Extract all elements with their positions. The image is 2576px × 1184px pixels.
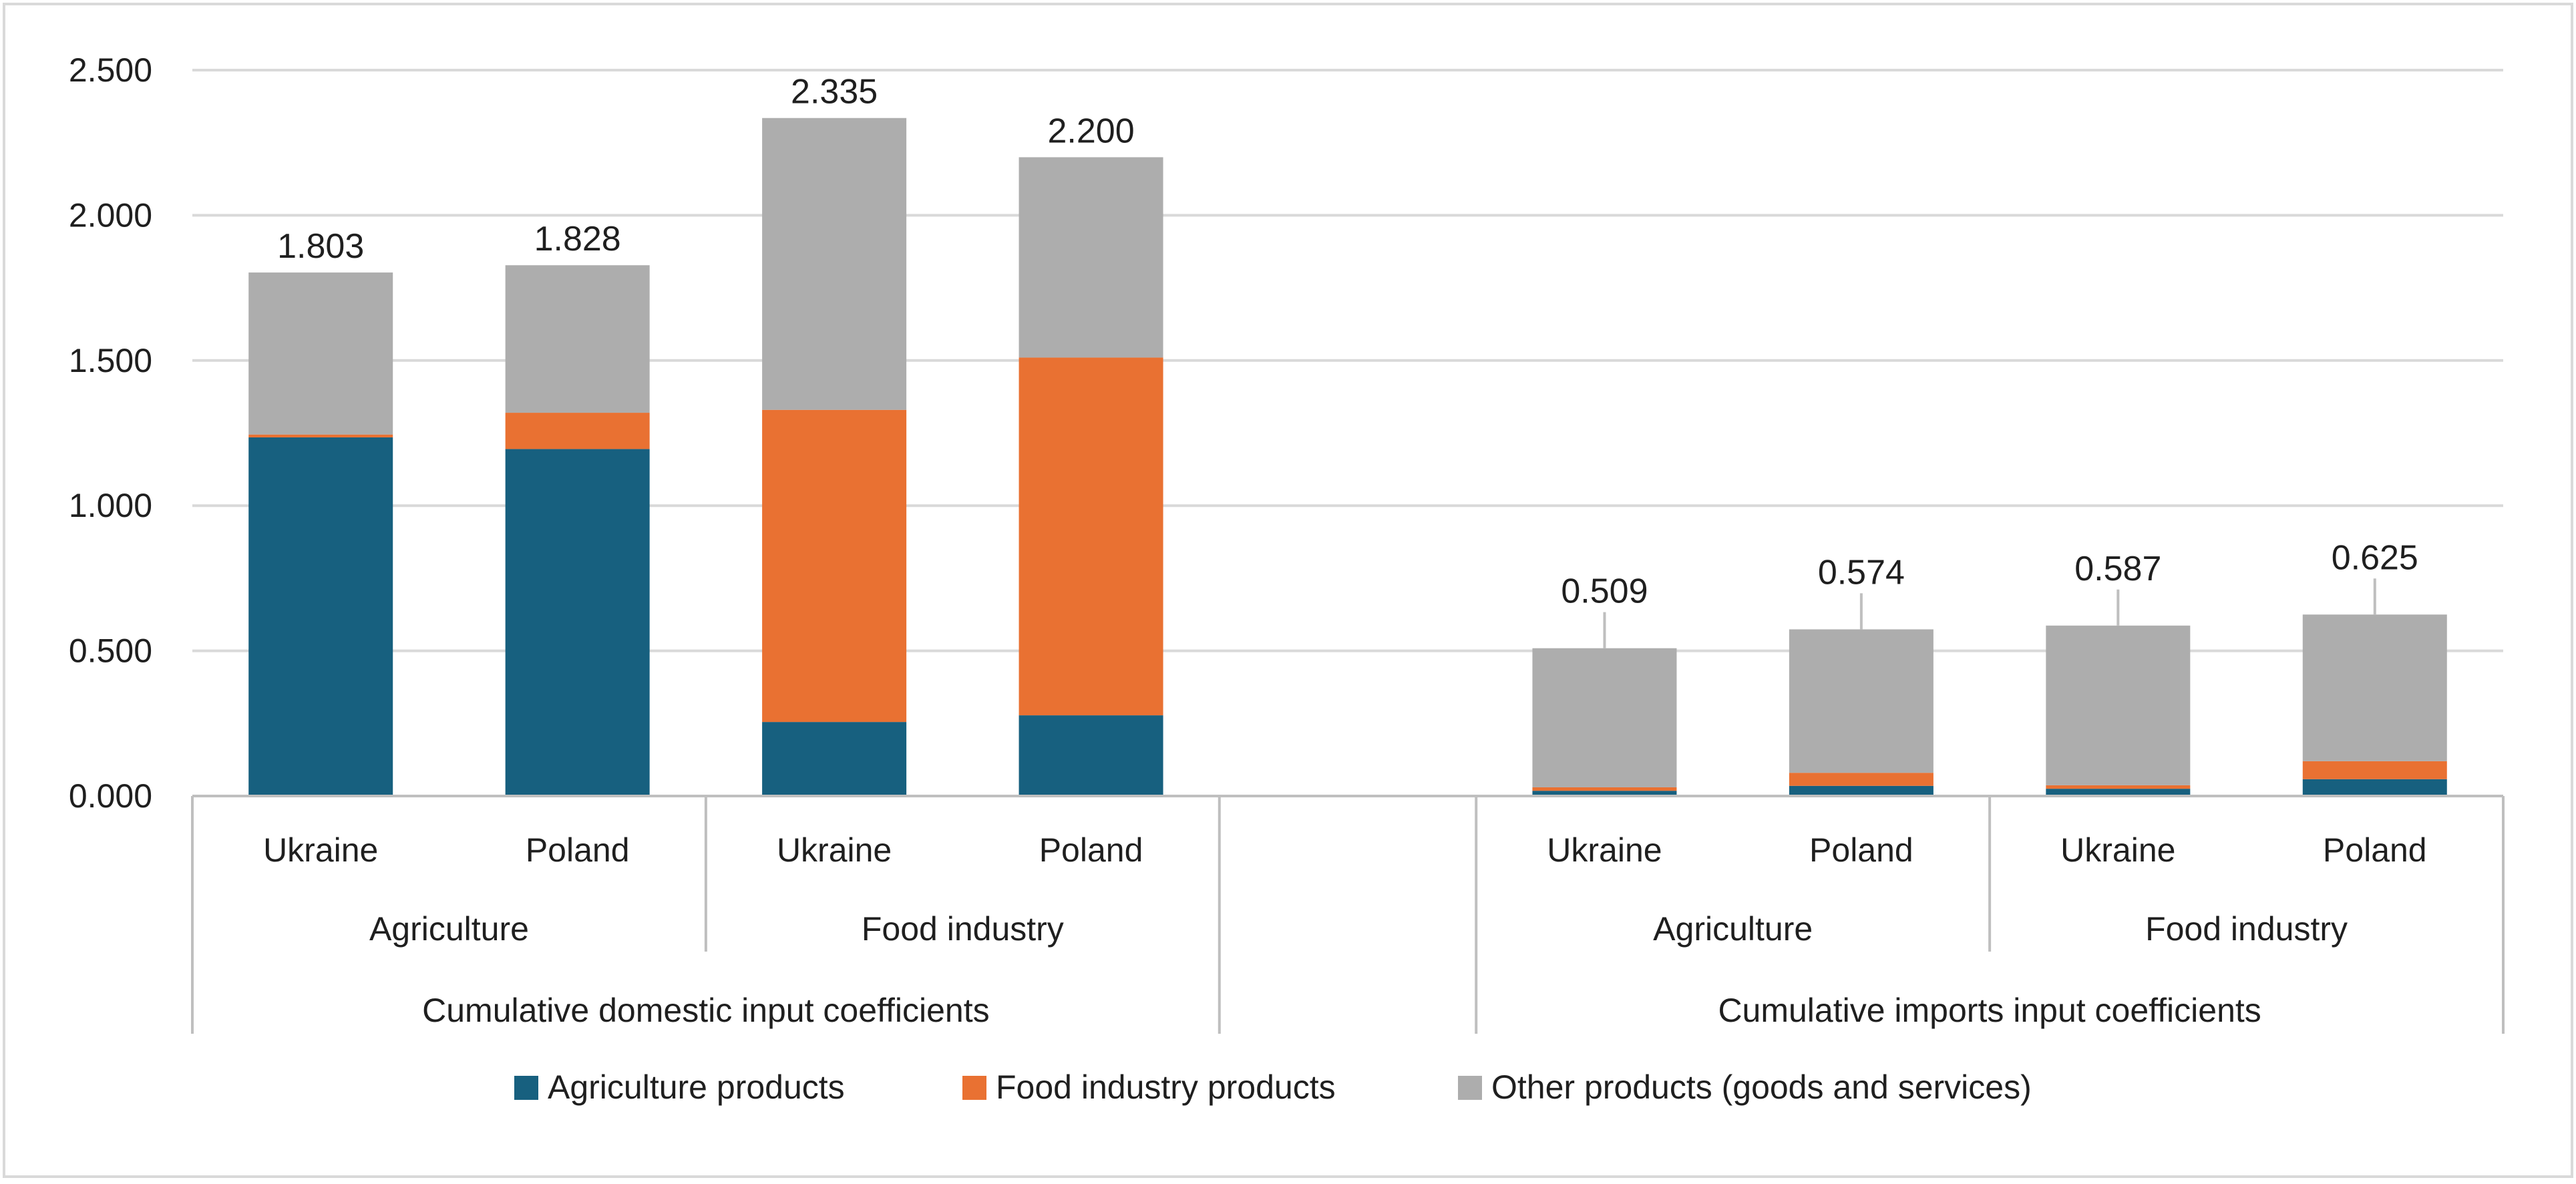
bars <box>248 118 2447 796</box>
legend-label: Food industry products <box>996 1068 1336 1106</box>
bar-segment-food <box>1789 773 1934 786</box>
category-label: Ukraine <box>1547 831 1662 869</box>
bar-segment-food <box>1019 357 1163 716</box>
legend-label: Other products (goods and services) <box>1491 1068 2032 1106</box>
bar-segment-food <box>1532 787 1677 791</box>
legend-swatch-agri <box>514 1076 538 1100</box>
sector-label: Food industry <box>2145 910 2348 948</box>
bar-segment-other <box>1532 648 1677 787</box>
total-label: 0.509 <box>1561 572 1648 611</box>
bar-segment-agri <box>2302 779 2447 796</box>
category-label: Ukraine <box>2060 831 2175 869</box>
legend-swatch-other <box>1458 1076 1482 1100</box>
category-label: Poland <box>2323 831 2427 869</box>
y-tick-label: 0.000 <box>69 777 152 815</box>
total-label: 0.587 <box>2074 550 2161 588</box>
bar-segment-food <box>248 434 393 438</box>
bar-segment-other <box>505 265 650 413</box>
bar-segment-agri <box>1532 791 1677 796</box>
bar-segment-food <box>2302 761 2447 779</box>
y-tick-label: 2.500 <box>69 51 152 89</box>
sector-label: Agriculture <box>1653 910 1813 948</box>
bar-segment-other <box>1789 629 1934 773</box>
bar-segment-other <box>762 118 907 410</box>
category-label: Ukraine <box>263 831 378 869</box>
bar-segment-food <box>505 413 650 449</box>
legend: Agriculture products Food industry produc… <box>514 1068 2032 1106</box>
category-label: Poland <box>1039 831 1143 869</box>
bar-segment-agri <box>505 449 650 796</box>
total-label: 2.200 <box>1047 112 1134 150</box>
category-label: Poland <box>526 831 630 869</box>
sector-label: Agriculture <box>369 910 529 948</box>
bar-segment-agri <box>248 437 393 796</box>
total-label: 0.625 <box>2332 538 2418 577</box>
chart-border <box>3 3 2573 1178</box>
x-axis: Ukraine Poland Ukraine Poland Ukraine Poland U… <box>191 795 2505 1034</box>
total-labels: 1.803 1.828 2.335 2.200 0.509 0.574 0.587 0.625 <box>277 73 2418 648</box>
bar-segment-agri <box>1019 715 1163 796</box>
legend-swatch-food <box>962 1076 986 1100</box>
bar-segment-agri <box>1789 785 1934 796</box>
bar-segment-food <box>2046 785 2191 789</box>
bar-segment-agri <box>762 722 907 796</box>
category-label: Poland <box>1809 831 1913 869</box>
y-axis: 0.000 0.500 1.000 1.500 2.000 2.500 <box>69 51 152 815</box>
bar-segment-other <box>2046 625 2191 785</box>
bar-segment-agri <box>2046 789 2191 796</box>
y-tick-label: 1.000 <box>69 487 152 524</box>
total-label: 2.335 <box>791 73 878 112</box>
bar-segment-other <box>1019 157 1163 358</box>
bar-segment-other <box>2302 614 2447 761</box>
bar-segment-food <box>762 409 907 723</box>
total-label: 1.828 <box>534 220 621 258</box>
sector-label: Food industry <box>862 910 1064 948</box>
y-tick-label: 0.500 <box>69 632 152 670</box>
category-label: Ukraine <box>777 831 892 869</box>
group-label: Cumulative domestic input coefficients <box>422 992 990 1029</box>
total-label: 0.574 <box>1818 553 1905 592</box>
y-tick-label: 1.500 <box>69 342 152 379</box>
total-label: 1.803 <box>277 227 364 266</box>
y-tick-label: 2.000 <box>69 196 152 234</box>
group-label: Cumulative imports input coefficients <box>1718 992 2261 1029</box>
bar-segment-other <box>248 272 393 435</box>
legend-label: Agriculture products <box>548 1068 845 1106</box>
